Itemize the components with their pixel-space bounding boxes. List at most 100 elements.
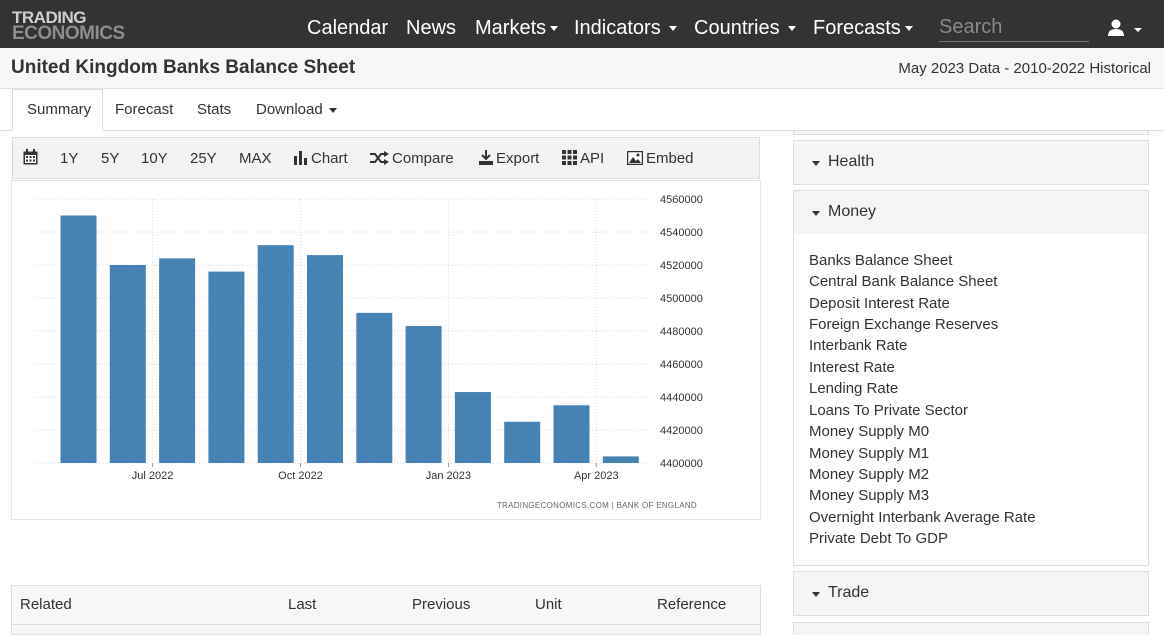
data-range-info: May 2023 Data - 2010-2022 Historical	[898, 60, 1151, 77]
shuffle-icon	[370, 151, 389, 165]
y-tick-label: 4400000	[660, 458, 703, 470]
range-5y-button[interactable]: 5Y	[101, 150, 120, 167]
top-navbar: TRADING ECONOMICS Calendar News Markets …	[0, 0, 1164, 48]
x-tick-label: Jul 2022	[132, 470, 174, 482]
link-deposit-interest-rate[interactable]: Deposit Interest Rate	[809, 295, 950, 312]
chevron-down-icon	[668, 26, 677, 32]
nav-markets[interactable]: Markets	[475, 17, 559, 39]
tab-stats[interactable]: Stats	[197, 101, 232, 118]
bar-2022-09	[257, 245, 294, 463]
bar-2022-11	[356, 312, 393, 463]
nav-forecasts[interactable]: Forecasts	[813, 17, 913, 39]
chevron-down-icon	[812, 211, 820, 216]
panel-money[interactable]: Money	[793, 190, 1149, 235]
tab-summary[interactable]: Summary	[12, 89, 104, 131]
trading-economics-logo[interactable]: TRADING ECONOMICS	[12, 9, 142, 43]
chevron-down-icon	[550, 26, 559, 32]
link-foreign-exchange-reserves[interactable]: Foreign Exchange Reserves	[809, 316, 999, 333]
title-bar: United Kingdom Banks Balance Sheet May 2…	[0, 48, 1164, 89]
nav-markets-label: Markets	[475, 17, 547, 39]
calendar-button[interactable]	[23, 149, 41, 167]
api-button-label: API	[580, 150, 605, 167]
export-button[interactable]: Export	[479, 150, 539, 167]
bar-2022-12	[405, 326, 442, 463]
x-tick-label: Apr 2023	[574, 470, 619, 482]
embed-button-label: Embed	[646, 150, 694, 167]
link-central-bank-balance-sheet[interactable]: Central Bank Balance Sheet	[809, 273, 998, 290]
logo-bottom-text: ECONOMICS	[12, 23, 125, 44]
link-lending-rate[interactable]: Lending Rate	[809, 380, 899, 397]
related-header-previous: Previous	[412, 596, 471, 613]
user-menu[interactable]	[1107, 19, 1143, 39]
link-money-supply-m2[interactable]: Money Supply M2	[809, 466, 930, 483]
nav-indicators-label: Indicators	[574, 17, 661, 39]
embed-button[interactable]: Embed	[626, 150, 694, 167]
x-tick-label: Oct 2022	[278, 470, 323, 482]
related-header-reference: Reference	[657, 596, 727, 613]
bar-2023-02	[504, 421, 541, 463]
link-money-supply-m3[interactable]: Money Supply M3	[809, 487, 930, 504]
range-1y-button[interactable]: 1Y	[60, 150, 79, 167]
related-header-related: Related	[20, 596, 72, 613]
chart-container: 4400000 4420000 4440000 4460000 4480000 45000…	[11, 180, 761, 520]
chevron-down-icon	[904, 26, 913, 32]
link-interest-rate[interactable]: Interest Rate	[809, 359, 895, 376]
panel-money-label: Money	[828, 203, 877, 220]
related-header-last: Last	[288, 596, 317, 613]
nav-news[interactable]: News	[406, 17, 457, 39]
link-banks-balance-sheet[interactable]: Banks Balance Sheet	[809, 252, 953, 269]
logo-top-text: TRADING	[12, 8, 86, 27]
download-icon	[479, 150, 493, 165]
link-private-debt-to-gdp[interactable]: Private Debt To GDP	[809, 530, 948, 547]
tab-bar: Summary Forecast Stats Download	[0, 89, 1164, 131]
link-money-supply-m0[interactable]: Money Supply M0	[809, 423, 930, 440]
panel-next-edge	[793, 622, 1149, 635]
nav-countries-label: Countries	[694, 17, 780, 39]
page-title: United Kingdom Banks Balance Sheet	[11, 57, 356, 78]
link-loans-to-private-sector[interactable]: Loans To Private Sector	[809, 402, 968, 419]
bar-2023-03	[553, 405, 590, 463]
bar-2022-06	[109, 265, 146, 463]
bar-2022-08	[208, 271, 245, 463]
range-25y-button[interactable]: 25Y	[190, 150, 217, 167]
range-10y-button[interactable]: 10Y	[141, 150, 168, 167]
chevron-down-icon	[787, 26, 796, 32]
bar-2022-07	[159, 258, 196, 463]
tab-forecast[interactable]: Forecast	[115, 101, 174, 118]
chevron-down-icon	[812, 161, 820, 166]
related-header-unit: Unit	[535, 596, 562, 613]
image-icon	[626, 150, 644, 166]
nav-calendar[interactable]: Calendar	[307, 17, 389, 39]
y-tick-label: 4480000	[660, 326, 703, 338]
user-icon	[1108, 19, 1142, 36]
range-max-button[interactable]: MAX	[239, 150, 272, 167]
bar-2023-04	[602, 456, 639, 463]
link-interbank-rate[interactable]: Interbank Rate	[809, 337, 908, 354]
chevron-down-icon	[328, 107, 337, 113]
y-tick-label: 4540000	[660, 227, 703, 239]
nav-countries[interactable]: Countries	[694, 17, 796, 39]
link-overnight-interbank-average-rate[interactable]: Overnight Interbank Average Rate	[809, 509, 1036, 526]
bar-2023-01	[454, 392, 491, 463]
api-button[interactable]: API	[562, 150, 604, 167]
panel-health-label: Health	[828, 153, 875, 170]
chart-type-button[interactable]: Chart	[294, 150, 348, 167]
chart-toolbar: 1Y 5Y 10Y 25Y MAX Chart Compare Export A…	[12, 137, 760, 179]
nav-forecasts-label: Forecasts	[813, 17, 901, 39]
y-tick-label: 4460000	[660, 359, 703, 371]
tab-download[interactable]: Download	[256, 102, 337, 118]
search-input[interactable]	[939, 14, 1089, 42]
money-indicator-list: Banks Balance Sheet Central Bank Balance…	[793, 234, 1149, 566]
link-money-supply-m1[interactable]: Money Supply M1	[809, 445, 930, 462]
bar-2022-10	[307, 255, 343, 463]
chevron-down-icon	[812, 592, 820, 597]
y-tick-label: 4500000	[660, 293, 703, 305]
panel-health[interactable]: Health	[793, 140, 1149, 185]
bar-2022-05	[60, 215, 97, 463]
bar-chart[interactable]: 4400000 4420000 4440000 4460000 4480000 45000…	[12, 181, 760, 519]
nav-indicators[interactable]: Indicators	[574, 17, 677, 39]
calendar-icon	[23, 149, 38, 165]
x-tick-label: Jan 2023	[426, 470, 471, 482]
panel-trade[interactable]: Trade	[793, 571, 1149, 616]
compare-button[interactable]: Compare	[370, 150, 454, 167]
